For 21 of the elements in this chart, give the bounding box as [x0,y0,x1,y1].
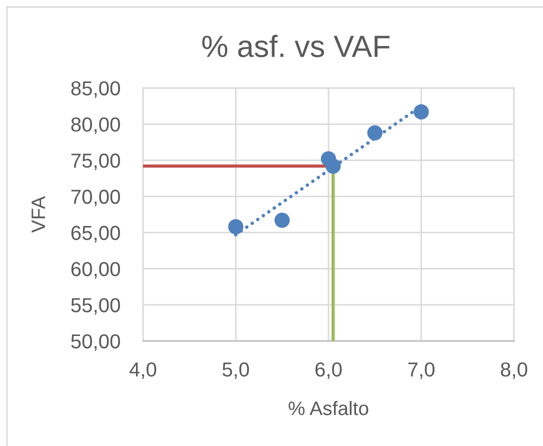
point [228,219,244,234]
point [414,104,429,120]
y-tick-label: 50,00 [71,334,120,351]
y-tick-label: 70,00 [71,190,120,206]
x-tick-label: 6,0 [316,362,342,380]
y-tick-label: 75,00 [71,154,120,170]
point [367,125,382,140]
x-tick-label: 7,0 [408,362,434,380]
point [274,212,290,228]
x-axis-title: % Asfalto [288,400,368,416]
y-tick-label: 55,00 [71,298,120,315]
y-tick-label: 85,00 [71,81,120,98]
y-tick-label: 60,00 [71,262,120,279]
y-axis-title: VFA [32,196,46,233]
x-tick-label: 5,0 [222,362,249,380]
chart-title: % asf. vs VAF [202,34,390,58]
x-tick-label: 4,0 [129,362,156,380]
y-tick-label: 65,00 [71,226,120,242]
x-tick-label: 8,0 [500,362,528,380]
y-tick-label: 80,00 [71,117,120,134]
point [326,158,341,174]
